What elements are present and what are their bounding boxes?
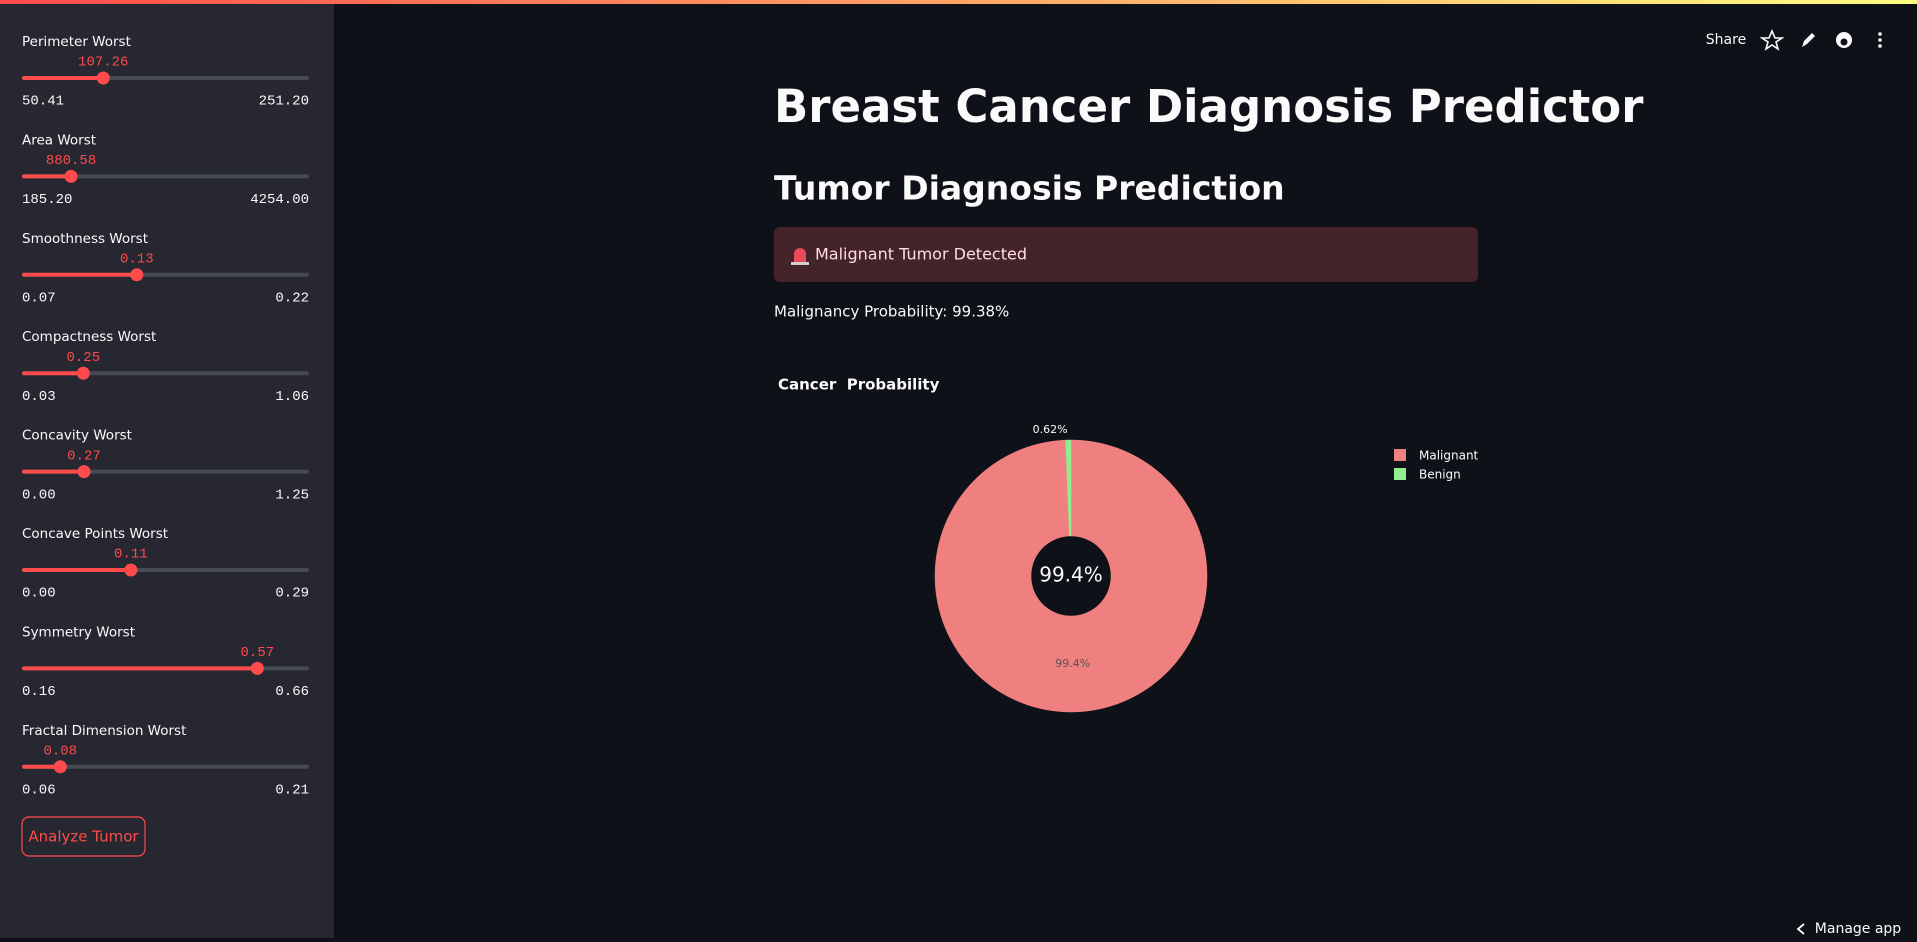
slider-min: 185.20 <box>22 192 72 208</box>
slider-track <box>22 371 309 376</box>
star-icon[interactable] <box>1759 28 1785 51</box>
slider-min: 50.41 <box>22 94 64 110</box>
slider-label: Fractal Dimension Worst <box>22 723 186 739</box>
slider-max: 1.25 <box>275 487 309 503</box>
slider-min: 0.06 <box>22 783 56 799</box>
slider-thumb[interactable] <box>124 563 138 577</box>
slider-value: 880.58 <box>46 153 96 169</box>
slider-fill <box>22 371 84 376</box>
sidebar-background <box>0 0 334 938</box>
chart-title: Cancer Probability <box>778 376 940 394</box>
slider-fill <box>22 764 61 769</box>
slider-value: 0.57 <box>241 645 275 661</box>
slice-label: 99.4% <box>1055 657 1090 670</box>
legend-swatch <box>1394 449 1406 461</box>
probability-text: Malignancy Probability: 99.38% <box>774 303 1009 321</box>
pie-slice <box>934 439 1208 713</box>
slider-min: 0.16 <box>22 684 56 700</box>
slider-value: 0.25 <box>66 350 100 366</box>
slider-label: Compactness Worst <box>22 329 156 345</box>
slider-label: Smoothness Worst <box>22 231 148 247</box>
slider-thumb[interactable] <box>96 71 110 85</box>
edit-icon[interactable] <box>1802 33 1815 47</box>
analyze-button[interactable] <box>21 816 146 857</box>
slider-value: 0.13 <box>120 252 154 268</box>
slider-min: 0.00 <box>22 586 56 602</box>
slider-value: 107.26 <box>78 55 128 71</box>
alert-box <box>774 227 1478 282</box>
github-icon-inner <box>1840 38 1848 46</box>
legend-label: Benign <box>1419 468 1461 482</box>
alert-icon <box>791 248 809 265</box>
slider-fill <box>22 272 137 277</box>
slider-track <box>22 764 309 769</box>
slider-label: Perimeter Worst <box>22 34 131 50</box>
slider-fill <box>22 469 84 474</box>
slider-thumb[interactable] <box>130 268 144 282</box>
slider-track <box>22 469 309 474</box>
manage-app[interactable]: Manage app <box>1815 921 1902 937</box>
subheader: Tumor Diagnosis Prediction <box>774 169 1285 208</box>
slider-min: 0.03 <box>22 389 56 405</box>
top-decoration <box>0 0 1917 4</box>
slider-min: 0.07 <box>22 291 56 307</box>
pie-slice <box>1065 439 1072 537</box>
alert-text: Malignant Tumor Detected <box>815 245 1027 264</box>
slider-thumb[interactable] <box>64 169 78 183</box>
slider-max: 1.06 <box>275 389 309 405</box>
slider-label: Concave Points Worst <box>22 526 168 542</box>
slider-fill <box>22 666 258 671</box>
slider-label: Symmetry Worst <box>22 624 135 640</box>
slider-label: Area Worst <box>22 132 96 148</box>
slider-thumb[interactable] <box>53 760 67 774</box>
slider-value: 0.27 <box>67 448 101 464</box>
legend-swatch <box>1394 468 1406 480</box>
slider-track <box>22 174 309 179</box>
slider-value: 0.08 <box>43 744 77 760</box>
slider-max: 251.20 <box>259 94 309 110</box>
slider-min: 0.00 <box>22 487 56 503</box>
slider-thumb[interactable] <box>76 366 90 380</box>
menu-icon[interactable] <box>1878 32 1882 48</box>
legend-label: Malignant <box>1419 449 1479 463</box>
collapse-icon[interactable] <box>1796 923 1805 935</box>
slider-max: 4254.00 <box>250 192 309 208</box>
slice-label: 0.62% <box>1033 423 1068 436</box>
share-button[interactable]: Share <box>1706 32 1746 48</box>
analyze-button-label[interactable]: Analyze Tumor <box>28 828 139 846</box>
slider-max: 0.66 <box>275 684 309 700</box>
slider-fill <box>22 76 104 80</box>
slider-thumb[interactable] <box>77 465 91 479</box>
slider-max: 0.29 <box>275 586 309 602</box>
slider-thumb[interactable] <box>250 661 264 675</box>
slider-max: 0.22 <box>275 291 309 307</box>
slider-fill <box>22 174 72 179</box>
slider-value: 0.11 <box>114 547 148 563</box>
page-title: Breast Cancer Diagnosis Predictor <box>774 80 1644 133</box>
slider-fill <box>22 568 131 572</box>
slider-label: Concavity Worst <box>22 428 132 444</box>
slider-max: 0.21 <box>275 783 309 799</box>
center-label: 99.4% <box>1039 563 1103 587</box>
